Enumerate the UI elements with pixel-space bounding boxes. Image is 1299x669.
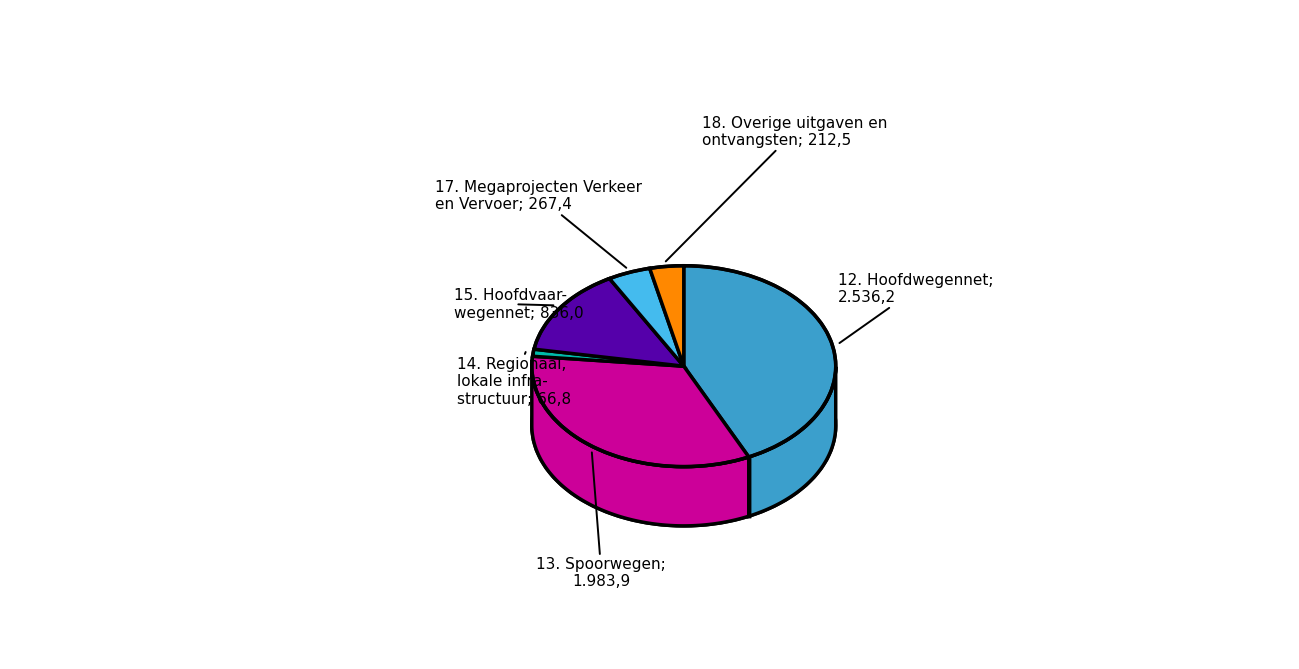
Polygon shape xyxy=(650,266,683,366)
Text: 17. Megaprojecten Verkeer
en Vervoer; 267,4: 17. Megaprojecten Verkeer en Vervoer; 26… xyxy=(435,180,642,268)
Polygon shape xyxy=(531,367,748,526)
Text: 14. Regionaal,
lokale infra-
structuur; 66,8: 14. Regionaal, lokale infra- structuur; … xyxy=(457,352,572,407)
Text: 18. Overige uitgaven en
ontvangsten; 212,5: 18. Overige uitgaven en ontvangsten; 212… xyxy=(666,116,887,262)
Ellipse shape xyxy=(531,325,835,526)
Polygon shape xyxy=(748,367,835,516)
Polygon shape xyxy=(533,349,683,366)
Text: 15. Hoofdvaar-
wegennet; 836,0: 15. Hoofdvaar- wegennet; 836,0 xyxy=(453,288,583,320)
Polygon shape xyxy=(534,278,683,366)
Polygon shape xyxy=(531,357,748,466)
Polygon shape xyxy=(609,268,683,366)
Polygon shape xyxy=(683,266,835,457)
Text: 12. Hoofdwegennet;
2.536,2: 12. Hoofdwegennet; 2.536,2 xyxy=(838,273,994,343)
Text: 13. Spoorwegen;
1.983,9: 13. Spoorwegen; 1.983,9 xyxy=(536,452,666,589)
